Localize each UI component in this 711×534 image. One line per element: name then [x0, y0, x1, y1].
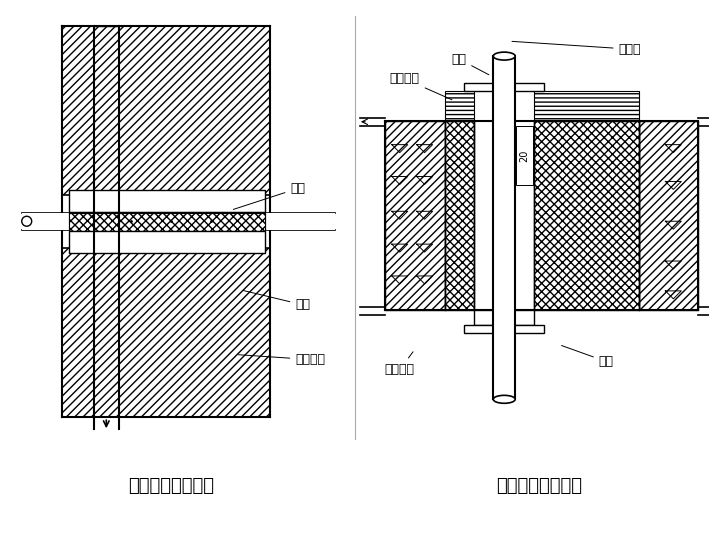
Bar [444, 121, 474, 310]
Bar [444, 91, 474, 121]
Text: 20: 20 [519, 150, 529, 162]
Bar [62, 26, 270, 195]
Text: 沥青: 沥青 [451, 52, 489, 75]
Bar [62, 248, 270, 417]
Ellipse shape [493, 395, 515, 403]
Bar [68, 213, 265, 230]
Text: 套管穿楼板的做法: 套管穿楼板的做法 [496, 477, 582, 495]
Text: 沥青麻刀: 沥青麻刀 [238, 353, 326, 366]
Bar [493, 26, 515, 399]
Bar [265, 213, 335, 230]
Text: 水泥砂浆: 水泥砂浆 [385, 352, 415, 376]
Bar [474, 310, 534, 325]
Bar [385, 121, 444, 310]
Text: 套管: 套管 [233, 182, 305, 209]
Bar [68, 213, 265, 231]
Bar [68, 231, 265, 253]
Text: 煤气管: 煤气管 [512, 41, 641, 56]
Bar [534, 121, 638, 310]
Bar [464, 83, 544, 91]
Bar [464, 325, 544, 333]
Bar [516, 125, 533, 185]
Text: 沥青: 沥青 [243, 290, 310, 311]
Ellipse shape [493, 52, 515, 60]
Bar [534, 91, 638, 121]
Text: 沥青麻刀: 沥青麻刀 [390, 73, 452, 100]
Bar [22, 213, 68, 230]
Bar [638, 121, 698, 310]
Bar [68, 191, 265, 213]
Text: 防水套管穿墙做法: 防水套管穿墙做法 [128, 477, 214, 495]
Text: 套管: 套管 [562, 345, 614, 368]
